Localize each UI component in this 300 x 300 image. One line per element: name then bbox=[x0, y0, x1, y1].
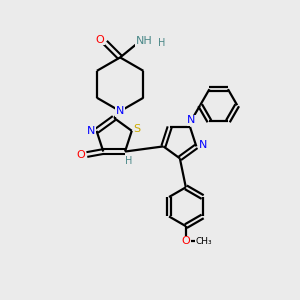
Text: S: S bbox=[134, 124, 141, 134]
Text: H: H bbox=[158, 38, 166, 47]
Text: H: H bbox=[125, 156, 132, 166]
Text: N: N bbox=[116, 106, 124, 116]
Text: CH₃: CH₃ bbox=[195, 237, 212, 246]
Text: NH: NH bbox=[136, 36, 152, 46]
Text: N: N bbox=[87, 126, 95, 136]
Text: N: N bbox=[187, 116, 196, 125]
Text: O: O bbox=[76, 149, 85, 160]
Text: O: O bbox=[182, 236, 190, 246]
Text: O: O bbox=[95, 34, 104, 44]
Text: N: N bbox=[199, 140, 207, 150]
